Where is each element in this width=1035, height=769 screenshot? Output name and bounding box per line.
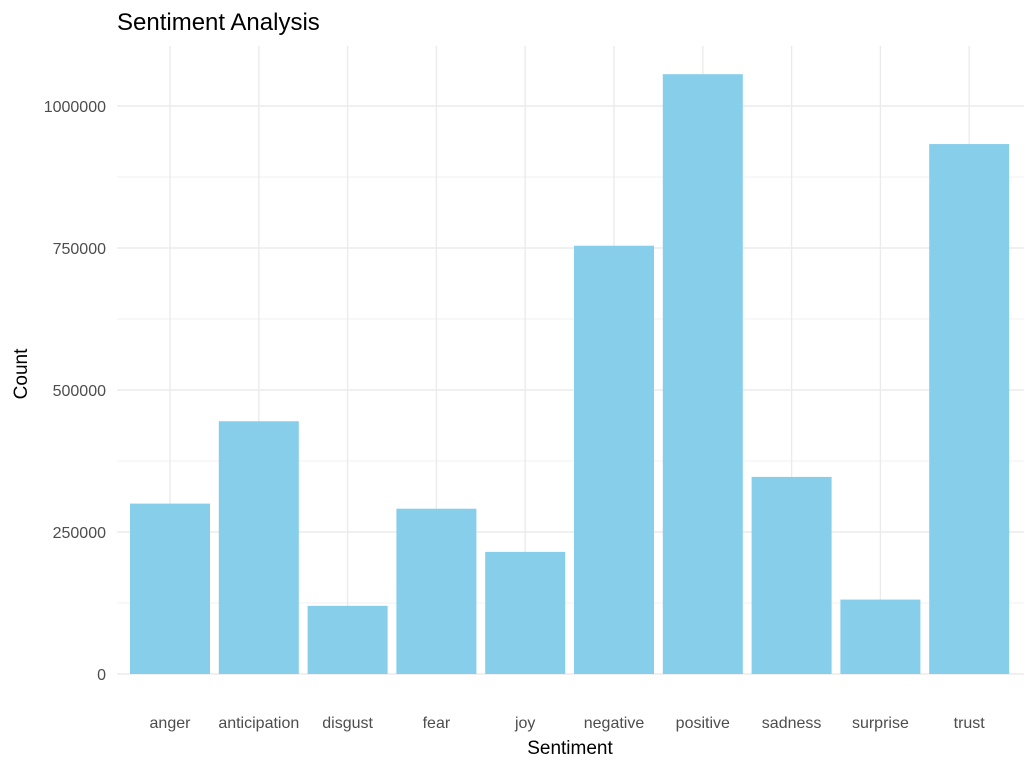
- y-tick-label: 750000: [53, 241, 106, 258]
- x-tick-label: anticipation: [218, 715, 299, 732]
- bar-positive: [662, 74, 743, 674]
- bar-joy: [485, 551, 566, 674]
- bar-anticipation: [218, 421, 299, 674]
- x-tick-label: joy: [514, 715, 535, 732]
- y-tick-label: 1000000: [44, 99, 106, 116]
- bar-sadness: [751, 476, 832, 674]
- y-tick-label: 500000: [53, 383, 106, 400]
- chart-title: Sentiment Analysis: [117, 9, 320, 36]
- x-tick-label: anger: [150, 715, 192, 732]
- bar-surprise: [840, 599, 921, 674]
- bar-trust: [929, 144, 1010, 674]
- y-axis-ticks: 0 250000 500000 750000 1000000: [44, 99, 106, 684]
- x-tick-label: surprise: [852, 715, 909, 732]
- x-tick-label: fear: [423, 715, 451, 732]
- bar-fear: [396, 508, 477, 674]
- x-axis-ticks: anger anticipation disgust fear joy negative p…: [150, 715, 986, 732]
- y-axis-title: Count: [11, 348, 32, 399]
- bar-disgust: [307, 605, 388, 674]
- y-tick-label: 250000: [53, 525, 106, 542]
- x-axis-title: Sentiment: [527, 738, 613, 759]
- x-tick-label: positive: [676, 715, 730, 732]
- y-tick-label: 0: [97, 667, 106, 684]
- x-tick-label: trust: [954, 715, 986, 732]
- bar-anger: [130, 503, 210, 674]
- x-tick-label: negative: [584, 715, 645, 732]
- x-tick-label: disgust: [322, 715, 373, 732]
- x-tick-label: sadness: [762, 715, 822, 732]
- bars: [130, 74, 1010, 674]
- bar-negative: [574, 245, 654, 674]
